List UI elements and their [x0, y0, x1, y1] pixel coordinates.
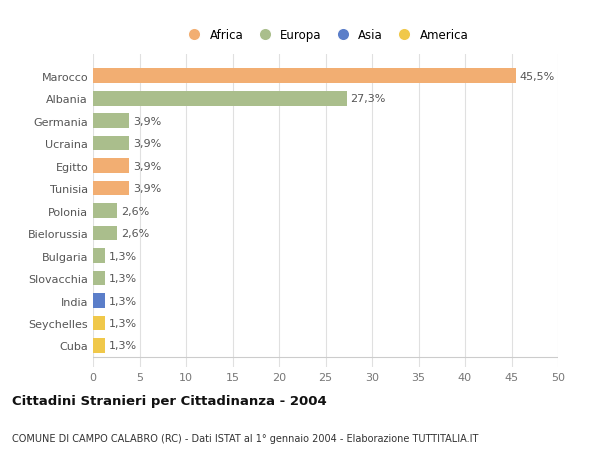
Bar [93, 316, 105, 330]
Bar [93, 294, 105, 308]
Bar [93, 92, 347, 106]
Text: COMUNE DI CAMPO CALABRO (RC) - Dati ISTAT al 1° gennaio 2004 - Elaborazione TUTT: COMUNE DI CAMPO CALABRO (RC) - Dati ISTA… [12, 433, 478, 442]
Text: 1,3%: 1,3% [109, 296, 137, 306]
Text: 1,3%: 1,3% [109, 318, 137, 328]
Text: 27,3%: 27,3% [350, 94, 386, 104]
Bar [93, 249, 105, 263]
Text: 1,3%: 1,3% [109, 341, 137, 351]
Bar [93, 271, 105, 285]
Text: 1,3%: 1,3% [109, 251, 137, 261]
Bar [93, 181, 129, 196]
Text: 3,9%: 3,9% [133, 161, 161, 171]
Text: 2,6%: 2,6% [121, 229, 149, 239]
Text: 3,9%: 3,9% [133, 139, 161, 149]
Bar [93, 204, 117, 218]
Bar [93, 226, 117, 241]
Text: 3,9%: 3,9% [133, 117, 161, 126]
Text: 2,6%: 2,6% [121, 206, 149, 216]
Text: 1,3%: 1,3% [109, 274, 137, 283]
Legend: Africa, Europa, Asia, America: Africa, Europa, Asia, America [180, 27, 471, 45]
Text: 3,9%: 3,9% [133, 184, 161, 194]
Text: 45,5%: 45,5% [520, 72, 555, 82]
Bar [93, 114, 129, 129]
Bar [93, 159, 129, 174]
Bar [93, 338, 105, 353]
Bar [93, 137, 129, 151]
Bar [93, 69, 516, 84]
Text: Cittadini Stranieri per Cittadinanza - 2004: Cittadini Stranieri per Cittadinanza - 2… [12, 394, 327, 407]
